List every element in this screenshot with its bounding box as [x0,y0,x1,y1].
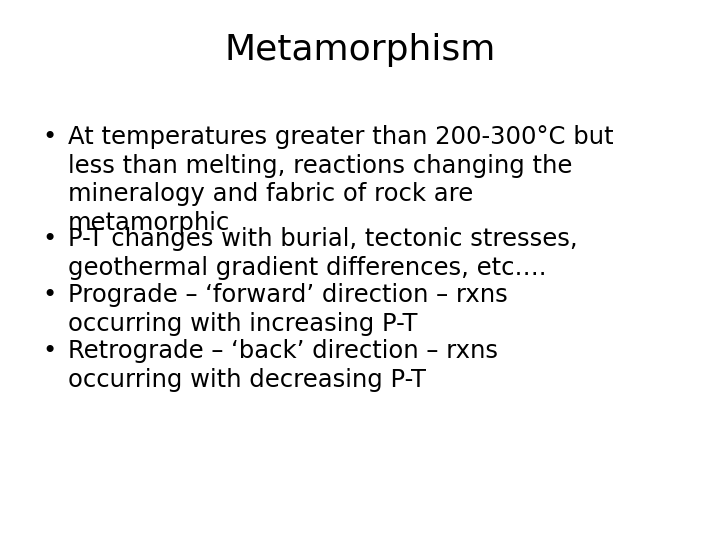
Text: •: • [42,283,56,307]
Text: •: • [42,125,56,149]
Text: Prograde – ‘forward’ direction – rxns
occurring with increasing P-T: Prograde – ‘forward’ direction – rxns oc… [68,283,508,336]
Text: •: • [42,227,56,251]
Text: P-T changes with burial, tectonic stresses,
geothermal gradient differences, etc: P-T changes with burial, tectonic stress… [68,227,577,280]
Text: Retrograde – ‘back’ direction – rxns
occurring with decreasing P-T: Retrograde – ‘back’ direction – rxns occ… [68,339,498,392]
Text: Metamorphism: Metamorphism [225,33,495,67]
Text: •: • [42,339,56,363]
Text: At temperatures greater than 200-300°C but
less than melting, reactions changing: At temperatures greater than 200-300°C b… [68,125,613,235]
